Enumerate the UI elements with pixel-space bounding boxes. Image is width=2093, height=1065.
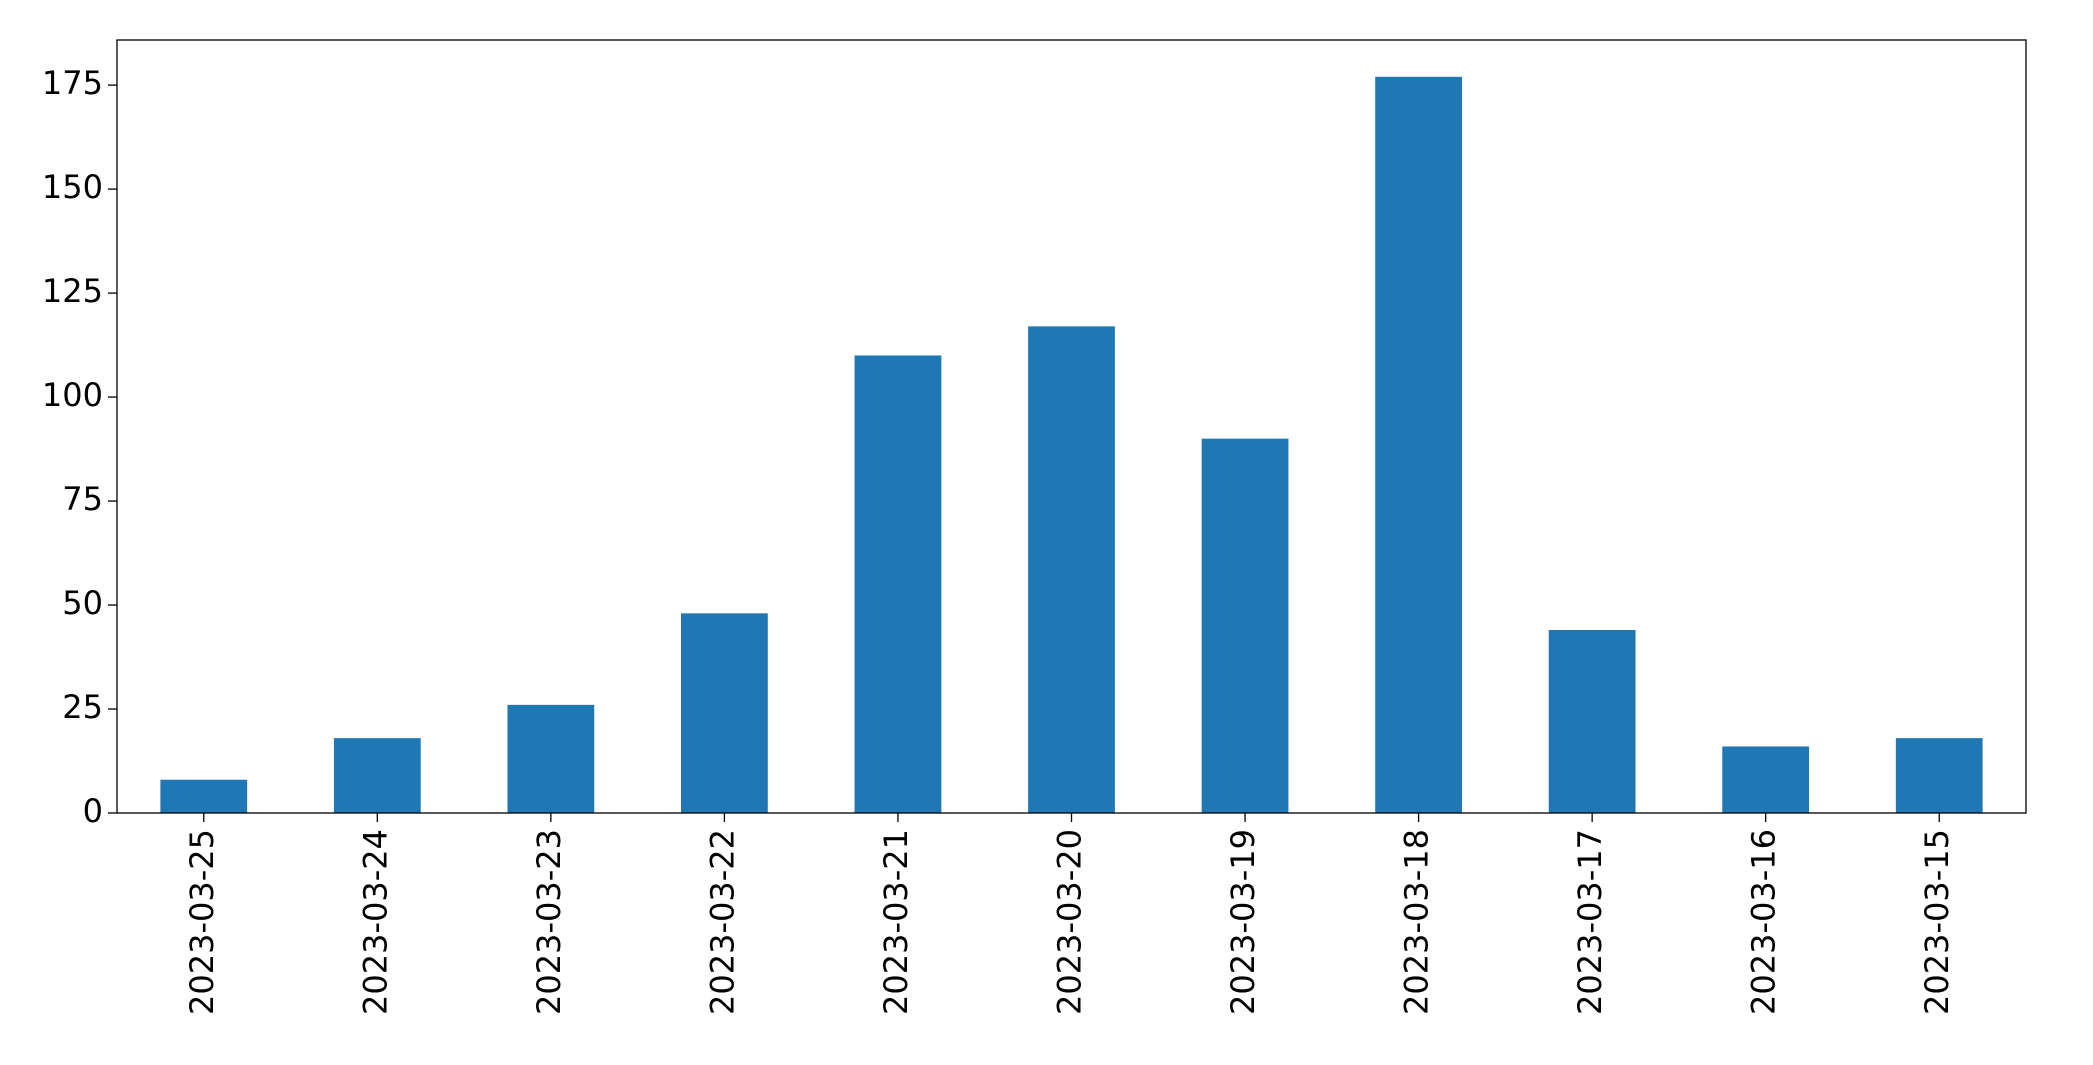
- y-tick-label: 100: [42, 376, 103, 414]
- y-tick-label: 0: [83, 792, 103, 830]
- bar: [160, 779, 248, 813]
- x-tick-label: 2023-03-19: [1224, 829, 1262, 1015]
- y-tick-label: 50: [62, 584, 103, 622]
- bar: [333, 738, 421, 813]
- bar: [1375, 76, 1462, 814]
- y-tick-label: 75: [62, 480, 103, 518]
- bar: [854, 355, 942, 813]
- plot-frame: [116, 39, 2027, 814]
- x-tick-label: 2023-03-23: [530, 829, 568, 1015]
- bar: [1201, 438, 1289, 813]
- x-tick-label: 2023-03-22: [703, 829, 741, 1015]
- bar: [1895, 738, 1983, 813]
- bar: [507, 704, 595, 813]
- bar: [1548, 629, 1636, 813]
- x-tick-label: 2023-03-16: [1745, 829, 1783, 1015]
- x-tick-label: 2023-03-17: [1571, 829, 1609, 1015]
- x-tick-label: 2023-03-15: [1918, 829, 1956, 1015]
- x-tick-label: 2023-03-21: [877, 829, 915, 1015]
- x-tick-label: 2023-03-25: [183, 829, 221, 1015]
- y-tick-label: 150: [42, 168, 103, 206]
- y-tick-label: 25: [62, 688, 103, 726]
- y-tick-label: 125: [42, 272, 103, 310]
- bar: [1722, 746, 1810, 813]
- x-tick-label: 2023-03-20: [1051, 829, 1089, 1015]
- bar: [681, 613, 768, 813]
- bar: [1028, 326, 1115, 813]
- y-tick-label: 175: [42, 64, 103, 102]
- x-tick-label: 2023-03-24: [356, 829, 394, 1015]
- x-tick-label: 2023-03-18: [1398, 829, 1436, 1015]
